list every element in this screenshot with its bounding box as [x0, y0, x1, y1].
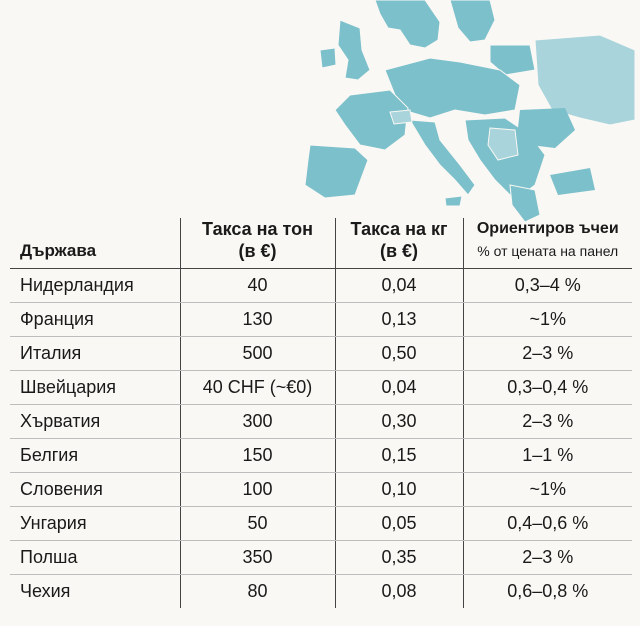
cell-country: Хърватия — [10, 404, 181, 439]
cell-fee-per-kg: 0,15 — [335, 438, 464, 473]
cell-fee-per-kg: 0,13 — [335, 302, 464, 337]
cell-approx-percent: ~1% — [463, 472, 632, 507]
table-row: Италия 500 0,50 2–3 % — [10, 336, 632, 371]
table-row: Словения 100 0,10 ~1% — [10, 472, 632, 507]
table-row: Нидерландия 40 0,04 0,3–4 % — [10, 268, 632, 303]
map-region-turkey-edge — [550, 168, 595, 195]
map-region-east — [534, 34, 636, 126]
cell-country: Италия — [10, 336, 181, 371]
cell-fee-per-ton: 80 — [180, 574, 336, 608]
map-region-greece — [509, 184, 541, 223]
cell-approx-percent: 0,3–0,4 % — [463, 370, 632, 405]
map-region-italy — [409, 119, 476, 196]
cell-country: Унгария — [10, 506, 181, 541]
map-region-finland — [449, 0, 496, 43]
table-row: Унгария 50 0,05 0,4–0,6 % — [10, 506, 632, 541]
table-row: Чехия 80 0,08 0,6–0,8 % — [10, 574, 632, 608]
header-approx-percent: Ориентиров ъчеи % от цената на панел — [463, 218, 632, 269]
map-region-romania — [518, 108, 575, 148]
cell-fee-per-ton: 100 — [180, 472, 336, 507]
header-fee-per-ton: Такса на тон (в €) — [180, 218, 336, 269]
cell-approx-percent: 2–3 % — [463, 404, 632, 439]
cell-fee-per-kg: 0,04 — [335, 370, 464, 405]
cell-country: Белгия — [10, 438, 181, 473]
cell-approx-percent: 0,4–0,6 % — [463, 506, 632, 541]
cell-fee-per-ton: 300 — [180, 404, 336, 439]
cell-country: Франция — [10, 302, 181, 337]
table-header-row: Държава Такса на тон (в €) Такса на кг (… — [10, 218, 632, 269]
cell-fee-per-ton: 150 — [180, 438, 336, 473]
map-region-iberia — [304, 144, 369, 199]
map-region-sicily — [444, 195, 463, 207]
cell-fee-per-kg: 0,50 — [335, 336, 464, 371]
cell-fee-per-kg: 0,35 — [335, 540, 464, 575]
cell-approx-percent: 1–1 % — [463, 438, 632, 473]
cell-fee-per-ton: 40 — [180, 268, 336, 303]
map-region-scandinavia — [374, 0, 441, 49]
cell-fee-per-ton: 50 — [180, 506, 336, 541]
cell-country: Швейцария — [10, 370, 181, 405]
cell-approx-percent: 0,6–0,8 % — [507, 581, 589, 601]
cell-fee-per-ton: 500 — [180, 336, 336, 371]
europe-map — [304, 0, 636, 223]
map-region-serbia — [487, 127, 519, 161]
cell-fee-per-kg: 0,05 — [335, 506, 464, 541]
cell-approx-percent: ~1% — [463, 302, 632, 337]
table-row: Полша 350 0,35 2–3 % — [10, 540, 632, 575]
table-row: Франция 130 0,13 ~1% — [10, 302, 632, 337]
fee-table: Държава Такса на тон (в €) Такса на кг (… — [10, 218, 632, 608]
map-region-uk — [337, 19, 371, 81]
cell-approx-percent: 0,3–4 % — [463, 268, 632, 303]
fee-table-container: Държава Такса на тон (в €) Такса на кг (… — [10, 218, 632, 608]
map-region-baltics — [489, 44, 536, 76]
cell-country: Чехия — [10, 574, 181, 608]
map-region-france — [334, 89, 409, 151]
cell-fee-per-kg: 0,08 — [335, 574, 464, 608]
cell-fee-per-kg: 0,04 — [335, 268, 464, 303]
header-fee-per-kg: Такса на кг (в €) — [335, 218, 464, 269]
cell-country: Полша — [10, 540, 181, 575]
cell-country: Словения — [10, 472, 181, 507]
cell-fee-per-kg: 0,10 — [335, 472, 464, 507]
cell-fee-per-ton: 130 — [180, 302, 336, 337]
table-row: Хърватия 300 0,30 2–3 % — [10, 404, 632, 439]
cell-fee-per-kg: 0,30 — [335, 404, 464, 439]
cell-approx-percent: 2–3 % — [463, 540, 632, 575]
table-row: Швейцария 40 CHF (~€0) 0,04 0,3–0,4 % — [10, 370, 632, 405]
table-row: Белгия 150 0,15 1–1 % — [10, 438, 632, 473]
header-country: Държава — [10, 218, 181, 269]
cell-approx-percent: 2–3 % — [463, 336, 632, 371]
cell-fee-per-ton: 40 CHF (~€0) — [180, 370, 336, 405]
cell-fee-per-ton: 350 — [180, 540, 336, 575]
cell-country: Нидерландия — [10, 268, 181, 303]
map-region-ireland — [319, 47, 337, 69]
map-region-switzerland — [389, 109, 413, 125]
